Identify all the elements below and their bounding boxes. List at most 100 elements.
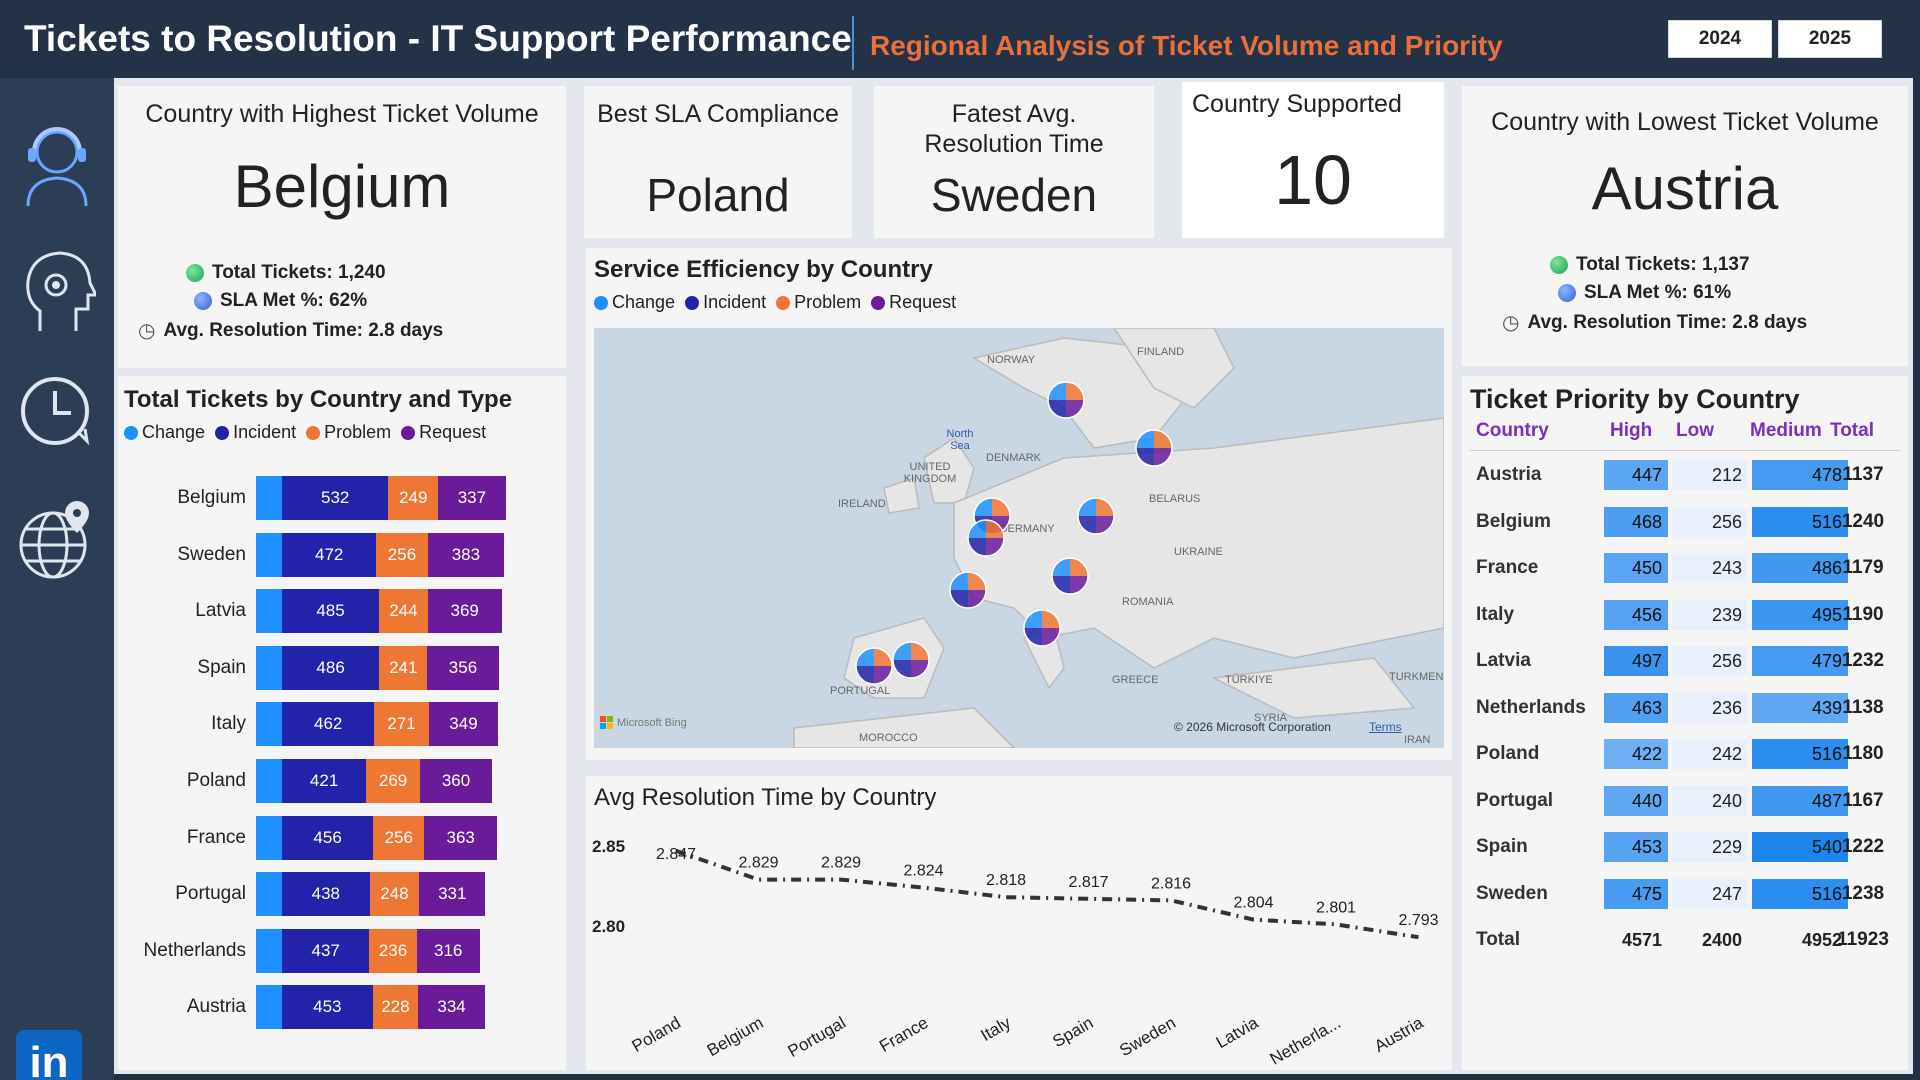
bar-segment-incident[interactable]: 437 — [282, 928, 370, 973]
bar-row[interactable]: Portugal 438 248 331 — [118, 872, 566, 917]
bar-row[interactable]: France 456 256 363 — [118, 815, 566, 860]
bar-segment-problem[interactable]: 269 — [366, 759, 420, 803]
legend-problem[interactable]: Problem — [776, 292, 861, 313]
total-cell: 11923 — [1837, 929, 1889, 950]
bar-segment-change[interactable] — [256, 532, 282, 577]
bar-row[interactable]: Latvia 485 244 369 — [118, 589, 566, 634]
bar-segment-problem[interactable]: 248 — [369, 872, 420, 917]
col-header-total[interactable]: Total — [1830, 420, 1874, 441]
bar-segment-request[interactable]: 360 — [420, 759, 492, 803]
bar-segment-incident[interactable]: 485 — [282, 589, 379, 634]
legend-incident[interactable]: Incident — [685, 292, 766, 313]
country-pie-marker[interactable] — [891, 640, 931, 680]
table-row[interactable]: Austria 447 212 478 1137 — [1470, 460, 1904, 496]
legend-problem[interactable]: Problem — [306, 422, 391, 443]
bar-segment-incident[interactable]: 472 — [282, 532, 377, 577]
bar-segment-change[interactable] — [256, 645, 282, 690]
x-tick-label: Portugal — [785, 1013, 849, 1061]
map-svg — [594, 328, 1444, 748]
bar-row[interactable]: Sweden 472 256 383 — [118, 532, 566, 577]
bar-segment-incident[interactable]: 486 — [282, 645, 380, 690]
bar-segment-change[interactable] — [256, 702, 282, 747]
country-pie-marker[interactable] — [1046, 380, 1086, 420]
bar-row[interactable]: Belgium 532 249 337 — [118, 476, 566, 520]
table-row[interactable]: Poland 422 242 516 1180 — [1470, 739, 1904, 775]
bar-segment-problem[interactable]: 256 — [373, 815, 425, 860]
year-2024-button[interactable]: 2024 — [1668, 20, 1772, 58]
country-pie-marker[interactable] — [1134, 428, 1174, 468]
table-total-row[interactable]: Total 4571 2400 4952 11923 — [1470, 925, 1904, 961]
table-header-divider — [1470, 450, 1900, 451]
bar-segment-request[interactable]: 337 — [438, 476, 506, 520]
bar-category-label: Austria — [186, 996, 246, 1018]
map-terms-link[interactable]: Terms — [1369, 720, 1402, 734]
bar-segment-problem[interactable]: 256 — [376, 532, 428, 577]
head-gear-icon[interactable] — [12, 246, 102, 336]
bar-segment-request[interactable]: 356 — [427, 645, 499, 690]
bar-segment-change[interactable] — [256, 985, 282, 1030]
country-pie-marker[interactable] — [1022, 608, 1062, 648]
bar-segment-change[interactable] — [256, 815, 282, 860]
table-row[interactable]: Belgium 468 256 516 1240 — [1470, 506, 1904, 543]
bar-segment-change[interactable] — [256, 476, 282, 520]
bar-segment-request[interactable]: 331 — [419, 872, 486, 917]
bar-segment-problem[interactable]: 249 — [388, 476, 439, 520]
bar-segment-change[interactable] — [256, 589, 282, 634]
year-2025-button[interactable]: 2025 — [1778, 20, 1882, 58]
bar-row[interactable]: Poland 421 269 360 — [118, 759, 566, 803]
bar-segment-incident[interactable]: 532 — [282, 476, 389, 520]
bar-segment-request[interactable]: 334 — [418, 985, 485, 1030]
bar-segment-change[interactable] — [256, 759, 282, 803]
table-row[interactable]: France 450 243 486 1179 — [1470, 553, 1904, 589]
country-pie-marker[interactable] — [948, 570, 988, 610]
bar-row[interactable]: Netherlands 437 236 316 — [118, 928, 566, 973]
table-row[interactable]: Italy 456 239 495 1190 — [1470, 599, 1904, 636]
table-row[interactable]: Latvia 497 256 479 1232 — [1470, 646, 1904, 682]
clock-icon[interactable] — [12, 368, 102, 458]
bar-segment-incident[interactable]: 421 — [282, 759, 367, 803]
country-pie-marker[interactable] — [1076, 496, 1116, 536]
bar-segment-request[interactable]: 383 — [427, 532, 505, 577]
col-header-medium[interactable]: Medium — [1750, 420, 1822, 441]
country-pie-marker[interactable] — [854, 646, 894, 686]
table-row[interactable]: Sweden 475 247 516 1238 — [1470, 878, 1904, 915]
bar-segment-request[interactable]: 349 — [428, 702, 499, 747]
bar-segment-change[interactable] — [256, 928, 282, 973]
bar-segment-request[interactable]: 363 — [424, 815, 497, 860]
legend-request[interactable]: Request — [871, 292, 956, 313]
bar-segment-request[interactable]: 316 — [416, 928, 480, 973]
bar-segment-problem[interactable]: 241 — [379, 645, 428, 690]
col-header-high[interactable]: High — [1610, 420, 1653, 441]
legend-incident[interactable]: Incident — [215, 422, 296, 443]
bar-segment-incident[interactable]: 438 — [282, 872, 370, 917]
bar-segment-change[interactable] — [256, 872, 282, 917]
bar-segment-problem[interactable]: 271 — [374, 702, 429, 747]
country-pie-marker[interactable] — [966, 518, 1006, 558]
table-row[interactable]: Portugal 440 240 487 1167 — [1470, 785, 1904, 822]
legend-change[interactable]: Change — [124, 422, 205, 443]
bar-segment-request[interactable]: 369 — [427, 589, 502, 634]
bar-row[interactable]: Spain 486 241 356 — [118, 645, 566, 690]
table-row[interactable]: Spain 453 229 540 1222 — [1470, 832, 1904, 868]
bar-segment-incident[interactable]: 462 — [282, 702, 375, 747]
bar-segment-incident[interactable]: 456 — [282, 815, 374, 860]
bar-segment-problem[interactable]: 244 — [379, 589, 428, 634]
kpi-lowest-avg: Avg. Resolution Time: 2.8 days — [1527, 311, 1808, 333]
legend-change[interactable]: Change — [594, 292, 675, 313]
bar-segment-incident[interactable]: 453 — [282, 985, 373, 1030]
col-header-country[interactable]: Country — [1476, 420, 1549, 441]
country-cell: France — [1476, 557, 1539, 578]
bar-segment-problem[interactable]: 236 — [369, 928, 417, 973]
legend-request[interactable]: Request — [401, 422, 486, 443]
kpi-lowest-sla-row: SLA Met %: 61% — [1558, 282, 1731, 304]
col-header-low[interactable]: Low — [1676, 420, 1714, 441]
bar-row[interactable]: Austria 453 228 334 — [118, 985, 566, 1030]
globe-icon[interactable] — [12, 496, 102, 586]
linkedin-icon[interactable]: in — [16, 1030, 82, 1080]
country-pie-marker[interactable] — [1050, 556, 1090, 596]
support-agent-icon[interactable] — [12, 118, 102, 208]
europe-map[interactable]: NORWAY FINLAND North Sea DENMARK UNITED … — [594, 328, 1444, 748]
bar-segment-problem[interactable]: 228 — [372, 985, 419, 1030]
table-row[interactable]: Netherlands 463 236 439 1138 — [1470, 692, 1904, 729]
bar-row[interactable]: Italy 462 271 349 — [118, 702, 566, 747]
